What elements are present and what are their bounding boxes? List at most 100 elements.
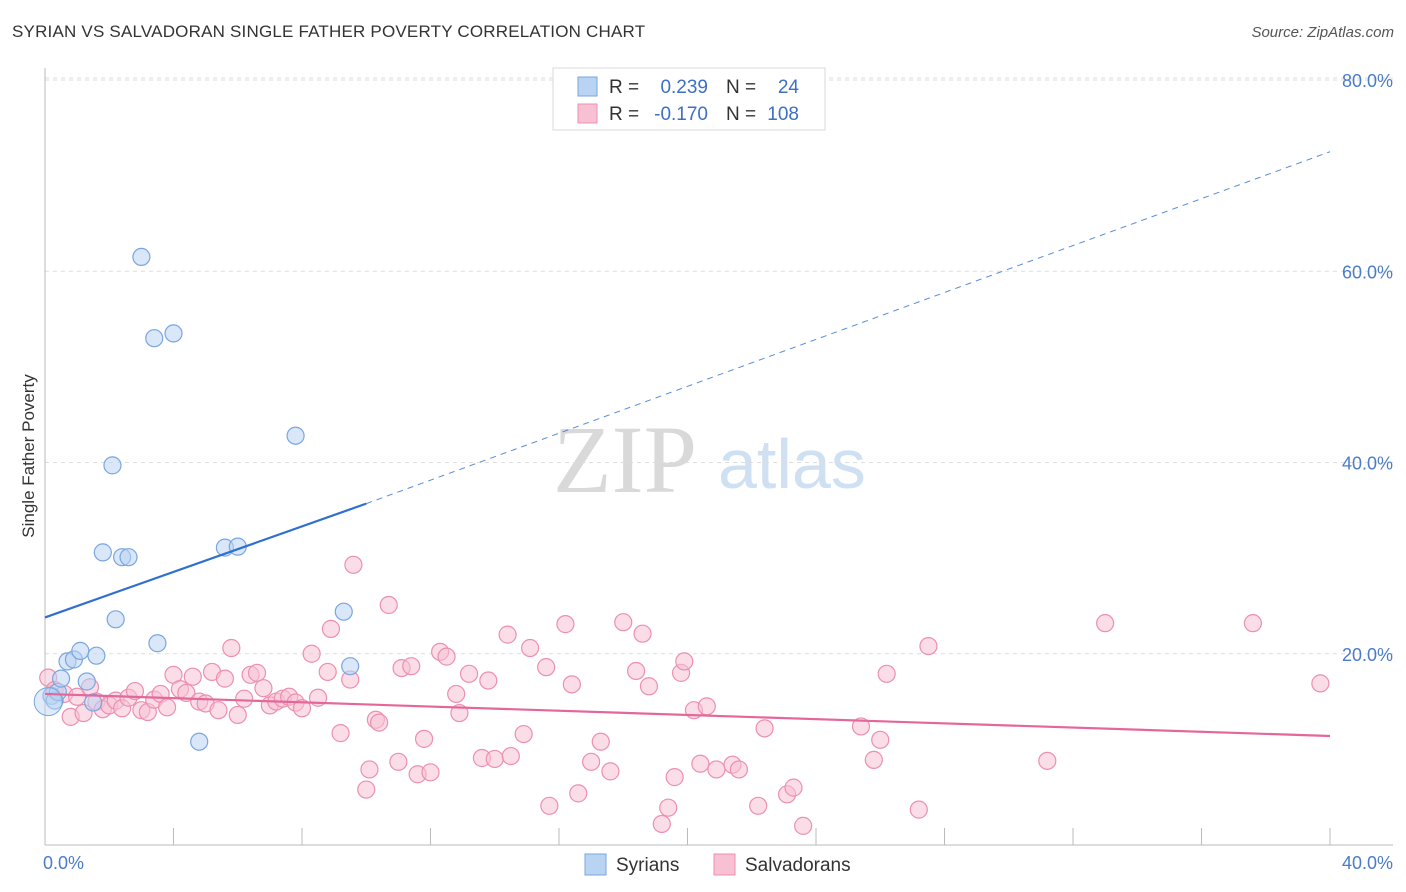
- salvadoran-point: [665, 768, 684, 787]
- bottom-legend-label-salvadorans: Salvadorans: [745, 855, 851, 876]
- syrian-point: [87, 646, 106, 665]
- salvadoran-point: [729, 760, 749, 779]
- salvadoran-point: [520, 638, 540, 658]
- syrian-point: [119, 548, 138, 567]
- syrian-point: [106, 610, 125, 629]
- salvadoran-point: [582, 752, 601, 771]
- x-tick-label-max: 40.0%: [1342, 853, 1393, 873]
- salvadoran-point: [389, 752, 408, 771]
- salvadorans-points: [39, 555, 1330, 835]
- salvadoran-point: [591, 732, 610, 751]
- salvadoran-point: [459, 664, 479, 683]
- y-tick-label: 40.0%: [1342, 454, 1393, 474]
- correlation-legend: R = 0.239 N = 24 R = -0.170 N = 108: [552, 67, 826, 131]
- salvadoran-point: [864, 750, 883, 769]
- y-axis-title: Single Father Poverty: [19, 374, 38, 538]
- salvadoran-point: [697, 697, 716, 716]
- salvadoran-point: [537, 658, 556, 677]
- salvadoran-point: [450, 703, 469, 723]
- legend-box: [552, 67, 826, 131]
- syrian-point: [286, 426, 305, 445]
- bottom-legend-swatch-salvadorans: [713, 853, 736, 876]
- salvadoran-point: [318, 662, 337, 682]
- salvadoran-point: [125, 681, 145, 701]
- salvadoran-point: [514, 724, 533, 744]
- salvadoran-point: [749, 796, 768, 815]
- trend-lines: [44, 151, 1331, 738]
- y-tick-label: 20.0%: [1342, 645, 1393, 665]
- syrian-point: [103, 456, 122, 475]
- salvadoran-point: [784, 778, 803, 797]
- salvadoran-point: [402, 657, 421, 676]
- salvadoran-point: [357, 780, 376, 799]
- salvadoran-point: [437, 647, 456, 666]
- salvadoran-point: [235, 689, 254, 708]
- syrian-point-cluster: [33, 687, 63, 717]
- salvadoran-point: [652, 814, 671, 834]
- y-tick-label: 80.0%: [1342, 71, 1393, 91]
- salvadoran-point: [675, 652, 694, 671]
- syrian-point: [84, 693, 103, 712]
- salvadoran-point: [794, 816, 813, 835]
- syrian-point: [51, 669, 71, 688]
- syrian-point: [148, 634, 167, 653]
- salvadoran-point: [626, 661, 646, 681]
- salvadoran-point: [633, 624, 652, 643]
- salvadoran-point: [569, 784, 588, 803]
- salvadoran-point: [540, 796, 559, 815]
- syrians-trendline: [44, 502, 367, 619]
- syrian-point: [77, 672, 96, 691]
- bottom-legend-swatch-syrians: [584, 853, 607, 876]
- salvadoran-point: [755, 719, 774, 738]
- salvadoran-point: [360, 760, 379, 779]
- salvadoran-point: [447, 684, 466, 704]
- legend-salvadorans-r-value: -0.170: [654, 104, 708, 125]
- salvadoran-point: [292, 699, 312, 718]
- salvadoran-point: [707, 760, 726, 779]
- salvadoran-point: [877, 664, 896, 683]
- salvadoran-point: [601, 762, 620, 781]
- legend-salvadorans-n-label: N =: [726, 104, 756, 125]
- salvadoran-point: [247, 663, 267, 682]
- salvadoran-point: [1096, 614, 1115, 633]
- x-tick-label-min: 0.0%: [43, 853, 84, 873]
- syrian-point: [341, 657, 360, 676]
- salvadoran-point: [331, 724, 350, 743]
- chart-title: SYRIAN VS SALVADORAN SINGLE FATHER POVER…: [12, 22, 646, 41]
- salvadoran-point: [177, 683, 196, 703]
- legend-syrians-r-label: R =: [609, 77, 639, 98]
- salvadoran-point: [379, 595, 398, 615]
- salvadoran-point: [302, 644, 321, 663]
- salvadoran-point: [501, 746, 520, 766]
- salvadoran-point: [909, 800, 928, 819]
- y-gridlines: [45, 77, 1393, 655]
- salvadoran-point: [209, 701, 228, 720]
- salvadorans-trendline: [44, 692, 1331, 738]
- salvadoran-point: [344, 555, 363, 574]
- syrian-point: [93, 543, 112, 562]
- y-tick-label: 60.0%: [1342, 262, 1393, 282]
- salvadoran-point: [183, 667, 202, 686]
- salvadoran-point: [479, 671, 498, 690]
- watermark-atlas: atlas: [718, 425, 866, 503]
- syrian-point: [164, 324, 183, 343]
- y-tick-labels: 20.0% 40.0% 60.0% 80.0%: [1342, 71, 1393, 665]
- salvadoran-point: [222, 638, 241, 658]
- x-axis-ticks: [44, 828, 1331, 845]
- salvadoran-point: [659, 798, 678, 817]
- legend-salvadorans-n-value: 108: [767, 104, 799, 125]
- salvadoran-point: [370, 713, 389, 732]
- salvadoran-point: [414, 729, 434, 748]
- bottom-legend-label-syrians: Syrians: [616, 855, 679, 876]
- salvadoran-point: [919, 636, 938, 656]
- legend-swatch-salvadorans: [577, 103, 598, 124]
- salvadoran-point: [215, 669, 234, 688]
- salvadoran-point: [321, 619, 341, 638]
- salvadoran-point: [157, 698, 177, 717]
- legend-syrians-r-value: 0.239: [660, 77, 708, 98]
- salvadoran-point: [639, 677, 659, 696]
- chart-source: Source: ZipAtlas.com: [1251, 24, 1394, 41]
- legend-salvadorans-r-label: R =: [609, 104, 639, 125]
- salvadoran-point: [871, 730, 890, 749]
- salvadoran-point: [485, 749, 504, 769]
